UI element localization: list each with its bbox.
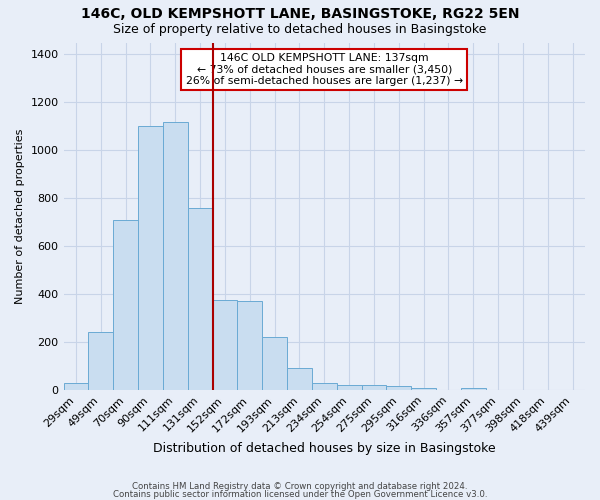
Bar [287,368,312,390]
Bar [113,220,138,390]
Bar [262,337,287,390]
Bar [312,382,337,390]
Bar [337,385,362,390]
X-axis label: Distribution of detached houses by size in Basingstoke: Distribution of detached houses by size … [153,442,496,455]
Text: 146C OLD KEMPSHOTT LANE: 137sqm
← 73% of detached houses are smaller (3,450)
26%: 146C OLD KEMPSHOTT LANE: 137sqm ← 73% of… [186,53,463,86]
Bar [212,300,238,390]
Bar [138,126,163,390]
Bar [461,388,485,390]
Text: Size of property relative to detached houses in Basingstoke: Size of property relative to detached ho… [113,22,487,36]
Text: 146C, OLD KEMPSHOTT LANE, BASINGSTOKE, RG22 5EN: 146C, OLD KEMPSHOTT LANE, BASINGSTOKE, R… [81,8,519,22]
Bar [88,332,113,390]
Bar [411,388,436,390]
Y-axis label: Number of detached properties: Number of detached properties [15,128,25,304]
Bar [64,383,88,390]
Bar [188,208,212,390]
Text: Contains HM Land Registry data © Crown copyright and database right 2024.: Contains HM Land Registry data © Crown c… [132,482,468,491]
Bar [362,385,386,390]
Bar [163,122,188,390]
Text: Contains public sector information licensed under the Open Government Licence v3: Contains public sector information licen… [113,490,487,499]
Bar [386,386,411,390]
Bar [238,302,262,390]
